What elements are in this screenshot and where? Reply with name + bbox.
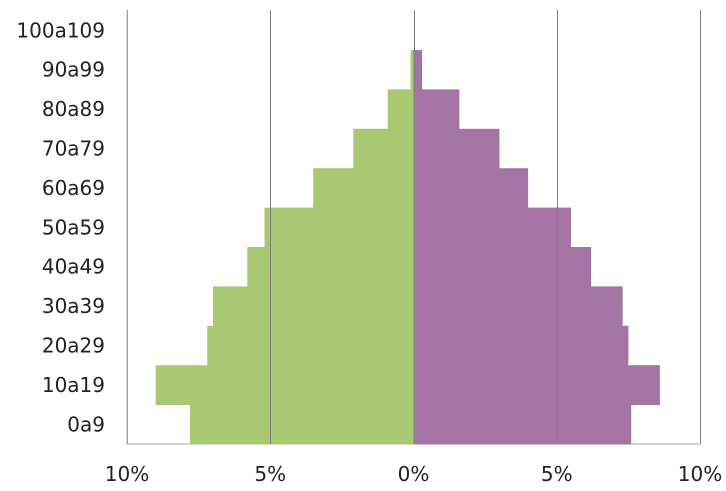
bar-left-0a9 <box>190 404 414 445</box>
x-tick-label-3: 5% <box>541 462 573 486</box>
bar-right-80a89 <box>413 89 460 130</box>
bar-right-90a99 <box>413 50 423 90</box>
bar-left-30a39 <box>212 286 414 327</box>
bar-right-10a19 <box>413 365 660 406</box>
bars-right-series <box>413 50 660 445</box>
x-tick-label-4: 10% <box>678 462 722 486</box>
y-tick-label-0a9: 0a9 <box>67 412 105 436</box>
y-tick-label-100a109: 100a109 <box>16 18 105 42</box>
bar-right-40a49 <box>413 247 592 287</box>
bars-left-series <box>155 50 414 445</box>
bar-left-50a59 <box>264 207 414 248</box>
bar-left-90a99 <box>410 50 414 90</box>
bar-right-20a29 <box>413 325 629 366</box>
y-tick-label-60a69: 60a69 <box>42 176 105 200</box>
bar-left-60a69 <box>313 168 414 209</box>
bar-left-80a89 <box>387 89 414 130</box>
bar-right-30a39 <box>413 286 623 327</box>
x-tick-label-2: 0% <box>398 462 430 486</box>
bar-right-50a59 <box>413 207 572 248</box>
bar-left-70a79 <box>353 128 414 169</box>
x-tick-labels: 10% 5% 0% 5% 10% <box>105 462 722 486</box>
bar-left-20a29 <box>207 325 414 366</box>
bar-left-10a19 <box>155 365 414 406</box>
bar-right-70a79 <box>413 128 500 169</box>
y-tick-label-80a89: 80a89 <box>42 97 105 121</box>
bar-right-0a9 <box>413 404 632 445</box>
x-tick-label-0: 10% <box>105 462 149 486</box>
y-tick-labels: 0a9 10a19 20a29 30a39 40a49 50a59 60a69 70a79 80… <box>16 18 105 436</box>
bar-left-40a49 <box>247 247 414 287</box>
y-tick-label-50a59: 50a59 <box>42 215 105 239</box>
y-tick-label-70a79: 70a79 <box>42 137 105 161</box>
y-tick-label-40a49: 40a49 <box>42 255 105 279</box>
y-tick-label-10a19: 10a19 <box>42 373 105 397</box>
y-tick-label-30a39: 30a39 <box>42 294 105 318</box>
y-tick-label-90a99: 90a99 <box>42 58 105 82</box>
x-tick-label-1: 5% <box>254 462 286 486</box>
y-tick-label-20a29: 20a29 <box>42 334 105 358</box>
vertical-gridlines <box>127 10 701 444</box>
bar-right-60a69 <box>413 168 529 209</box>
